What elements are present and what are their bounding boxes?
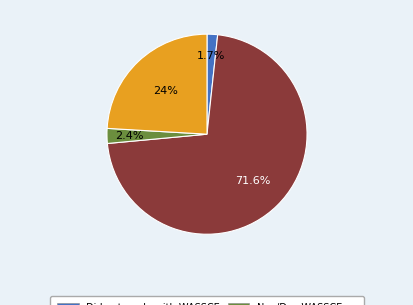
- Wedge shape: [107, 128, 206, 143]
- Legend: Did not apply with WASSCE, May/June WASSCE, Nov/Dec WASSCE, Combination of both: Did not apply with WASSCE, May/June WASS…: [50, 296, 363, 305]
- Wedge shape: [107, 34, 206, 134]
- Text: 24%: 24%: [153, 85, 178, 95]
- Wedge shape: [206, 34, 217, 134]
- Text: 71.6%: 71.6%: [235, 175, 270, 185]
- Text: 2.4%: 2.4%: [114, 131, 143, 141]
- Text: 1.7%: 1.7%: [197, 51, 225, 61]
- Wedge shape: [107, 35, 306, 234]
